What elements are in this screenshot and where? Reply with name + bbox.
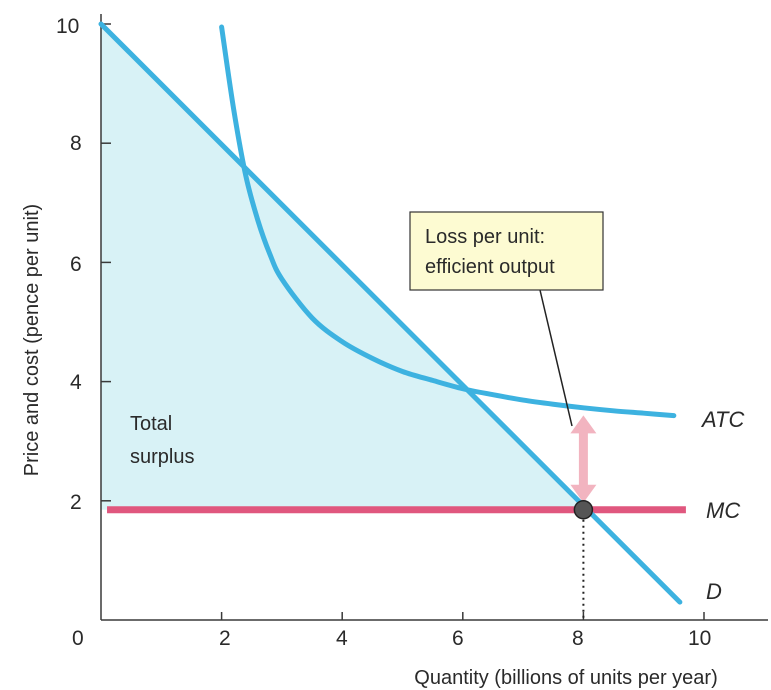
x-tick-label-0: 0	[72, 627, 84, 650]
callout-box	[409, 211, 604, 291]
total-surplus-label-line1: Total	[130, 413, 172, 435]
y-axis-title: Price and cost (pence per unit)	[21, 204, 43, 476]
y-tick-label-10: 10	[56, 15, 79, 38]
x-tick-label-10: 10	[688, 627, 711, 650]
y-tick-label-8: 8	[70, 132, 82, 155]
x-tick-label-4: 4	[336, 627, 348, 650]
y-tick-label-4: 4	[70, 371, 82, 394]
callout-line1: Loss per unit:	[425, 226, 545, 248]
demand-label: D	[706, 579, 722, 604]
atc-curve	[219, 24, 677, 419]
x-axis-title: Quantity (billions of units per year)	[414, 667, 717, 689]
x-tick-label-2: 2	[219, 627, 231, 650]
mc-label: MC	[706, 498, 740, 523]
callout-pointer	[539, 289, 573, 427]
atc-label: ATC	[700, 407, 744, 432]
x-tick-label-6: 6	[452, 627, 464, 650]
x-tick-label-8: 8	[572, 627, 584, 650]
efficient-output-point	[573, 499, 594, 520]
callout-line2: efficient output	[425, 256, 555, 278]
loss-per-unit-arrow	[570, 415, 597, 503]
y-tick-label-6: 6	[70, 253, 82, 276]
y-tick-label-2: 2	[70, 491, 82, 514]
loss-arrow-head-up	[570, 415, 597, 434]
total-surplus-label-line2: surplus	[130, 446, 194, 468]
loss-arrow-head-down	[570, 484, 597, 503]
